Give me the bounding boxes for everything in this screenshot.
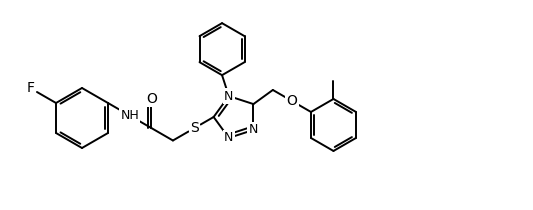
Text: F: F [27, 81, 35, 96]
Text: N: N [224, 90, 233, 102]
Text: N: N [249, 123, 258, 136]
Text: S: S [190, 121, 199, 135]
Text: O: O [146, 92, 157, 106]
Text: O: O [286, 94, 297, 108]
Text: N: N [224, 131, 233, 144]
Text: NH: NH [120, 109, 139, 122]
